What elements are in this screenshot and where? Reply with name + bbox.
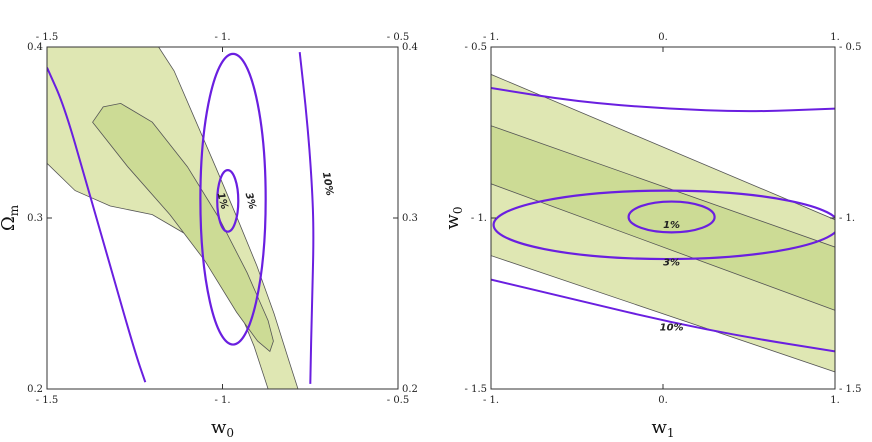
x-tick-label-top: 0. [658, 32, 668, 43]
x-tick-label-bottom: - 0.5 [387, 395, 409, 406]
x-tick-label-bottom: - 1.5 [36, 395, 58, 406]
x-tick-label-bottom: - 1. [214, 395, 230, 406]
contour-label-3pct: 3% [663, 257, 680, 268]
contour-10pct-2 [47, 67, 147, 383]
contour-10pct-3 [491, 278, 835, 353]
x-tick-label-top: - 1. [214, 32, 230, 43]
y-tick-label-left: 0.3 [27, 213, 43, 224]
right-panel-w1-vs-w0: 1%3%10%- 1.- 1.0.0.1.1.- 1.5- 1.5- 1. - 1… [442, 32, 861, 440]
y-tick-label-left: - 0.5 [465, 42, 487, 53]
contour-label-3pct: 3% [243, 191, 258, 210]
confidence-region-inner [92, 102, 274, 353]
y-tick-label-right: 0.2 [402, 384, 418, 395]
contour-label-1pct: 1% [663, 220, 680, 231]
contour-1pct-0 [216, 169, 240, 233]
y-axis-title: w0 [442, 206, 465, 229]
contour-label-1pct: 1% [215, 191, 230, 210]
plot-area [491, 73, 835, 373]
x-axis-title: w1 [651, 417, 674, 440]
x-tick-label-top: - 1. [483, 32, 499, 43]
plot-area [47, 47, 315, 389]
x-tick-label-top: 1. [830, 32, 840, 43]
x-tick-label-bottom: 0. [658, 395, 668, 406]
y-tick-label-right: - 0.5 [839, 42, 861, 53]
x-tick-label-bottom: 1. [830, 395, 840, 406]
x-tick-label-top: - 0.5 [387, 32, 409, 43]
x-axis-title: w0 [211, 417, 234, 440]
y-tick-label-right: 0.3 [402, 213, 418, 224]
contour-label-10pct: 10% [660, 322, 684, 333]
y-tick-label-right: - 1.5 [839, 384, 861, 395]
contour-3pct-1 [199, 52, 267, 346]
contour-10pct-2 [491, 87, 835, 113]
left-panel-w0-vs-omega-m: 1% 3%10%- 1.5- 1.5- 1.- 1.- 0.5- 0.50.2 0.… [0, 32, 418, 440]
y-tick-label-left: - 1. [471, 213, 487, 224]
x-tick-label-top: - 1.5 [36, 32, 58, 43]
y-tick-label-left: - 1.5 [465, 384, 487, 395]
confidence-region-inner [491, 125, 835, 311]
y-tick-label-right: - 1. [839, 213, 855, 224]
contour-10pct-3 [298, 51, 315, 384]
y-tick-label-left: 0.4 [27, 42, 43, 53]
contour-label-10pct: 10% [320, 171, 335, 196]
y-tick-label-left: 0.2 [27, 384, 43, 395]
y-tick-label-right: 0.4 [402, 42, 418, 53]
x-tick-label-bottom: - 1. [483, 395, 499, 406]
contour-1pct-0 [627, 200, 716, 234]
contour-3pct-1 [492, 189, 835, 261]
y-axis-title: Ωm [0, 204, 21, 231]
